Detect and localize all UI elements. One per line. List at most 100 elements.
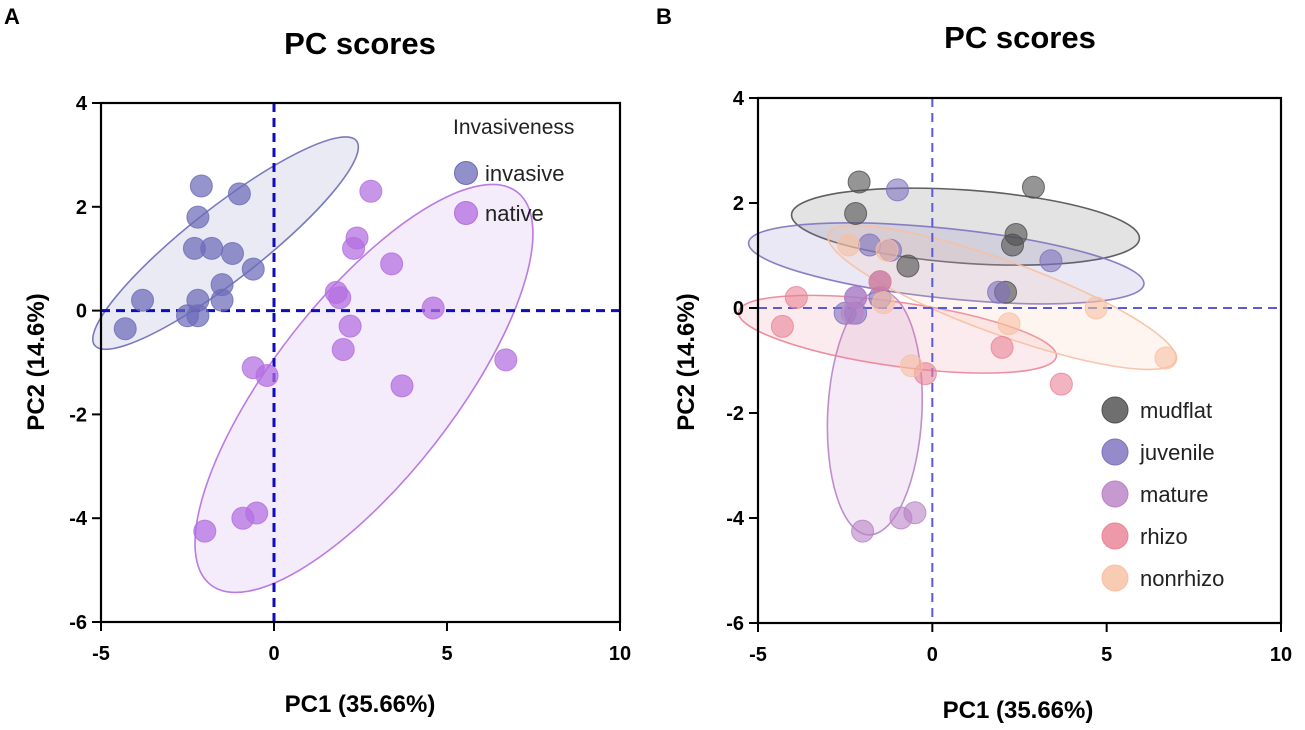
panel-a-xlabel: PC1 (35.66%) [285,691,436,718]
b-point-nonrhizo [837,233,861,257]
a-point-native [245,501,269,525]
a-y-tick-label: -6 [69,612,87,634]
b-point-nonrhizo [997,312,1021,336]
a-point-invasive [241,257,265,281]
b-ellipse-rhizo [737,294,1058,374]
a-point-native [331,338,355,362]
a-y-tick-label: -2 [69,404,87,426]
b-point-rhizo [1049,372,1073,396]
panel-a-ylabel: PC2 (14.6%) [23,293,50,430]
b-point-mudflat [1004,223,1028,246]
a-y-tick-label: 4 [76,93,88,115]
b-point-mudflat [847,170,871,194]
legend-marker-mudflat [1101,396,1129,424]
a-point-native [421,296,445,320]
b-x-tick-label: -5 [749,644,767,666]
panel-b-axes: -5 0 5 10 4 2 0 -2 -4 -6 [726,88,1292,666]
panel-a-axes: -5 0 5 10 4 2 0 -2 -4 -6 [69,93,631,665]
legend-label-mature: mature [1140,482,1208,507]
a-point-native [380,252,404,276]
a-y-tick-label: 2 [76,197,87,219]
legend-marker-juvenile [1101,438,1129,466]
panel-a-legend: Invasiveness invasive native [453,116,574,226]
a-point-invasive [210,288,234,312]
panel-b-title: PC scores [944,20,1096,55]
a-point-native [328,286,352,310]
b-y-tick-label: 0 [733,298,744,320]
panel-a-title: PC scores [284,26,436,61]
panel-a: A PC scores -5 0 5 10 4 2 0 -2 -4 -6 PC1 (35.66%)… [4,4,631,718]
a-point-native [342,236,366,260]
b-point-nonrhizo [899,354,923,378]
b-point-rhizo [770,314,794,338]
a-point-native [494,348,518,372]
b-point-mudflat [1021,175,1045,199]
panel-b-zero-lines [758,98,1281,623]
b-y-tick-label: -6 [726,613,744,635]
b-x-tick-label: 5 [1101,644,1112,666]
b-y-tick-label: -4 [726,508,745,530]
legend-label-nonrhizo: nonrhizo [1140,566,1224,591]
a-y-tick-label: 0 [76,301,87,323]
panel-b-points [770,170,1178,543]
a-x-tick-label: 0 [268,643,279,665]
a-point-native [338,314,362,338]
legend-marker-invasive [454,161,478,185]
b-point-rhizo [990,335,1014,359]
panel-b: B PC scores -5 0 5 10 4 2 0 -2 -4 -6 PC1 (35.66%)… [656,4,1292,724]
b-point-juvenile [1039,249,1063,273]
a-point-invasive [227,182,251,206]
b-point-mudflat [896,254,920,278]
b-y-tick-label: -2 [726,403,744,425]
legend-label-juvenile: juvenile [1139,440,1215,465]
legend-label-invasive: invasive [485,161,564,186]
a-point-invasive [200,236,224,260]
a-point-invasive [113,317,137,341]
panel-b-xlabel: PC1 (35.66%) [943,697,1094,724]
b-point-rhizo [868,270,892,294]
b-point-nonrhizo [875,238,899,262]
b-point-nonrhizo [1084,296,1108,320]
a-point-invasive [189,174,213,198]
a-point-native [193,519,217,543]
b-point-mature [903,501,927,525]
b-y-tick-label: 4 [733,88,745,110]
legend-marker-native [454,201,478,225]
legend-label-native: native [485,201,544,226]
b-x-tick-label: 0 [927,644,938,666]
panel-a-zero-lines [101,103,620,622]
a-point-invasive [220,242,244,266]
b-point-mature [851,519,875,543]
legend-marker-mature [1101,480,1129,508]
a-x-tick-label: -5 [92,643,110,665]
panel-a-points [113,174,518,543]
a-point-native [390,374,414,398]
b-point-rhizo [784,286,808,309]
legend-marker-nonrhizo [1101,564,1129,592]
b-plot-frame [756,96,1283,625]
b-point-mudflat [844,202,868,225]
legend-label-mudflat: mudflat [1140,398,1212,423]
a-plot-frame [99,101,622,624]
a-x-tick-label: 10 [609,643,631,665]
b-x-tick-label: 10 [1270,644,1292,666]
b-point-nonrhizo [872,291,896,315]
a-x-tick-label: 5 [441,643,452,665]
panel-a-legend-title: Invasiveness [453,116,574,139]
legend-label-rhizo: rhizo [1140,524,1188,549]
a-point-invasive [131,288,155,312]
a-point-invasive [186,304,210,328]
a-ellipse-native [194,183,534,594]
b-y-tick-label: 2 [733,193,744,215]
legend-marker-rhizo [1101,522,1129,550]
panel-b-legend: mudflat juvenile mature rhizo nonrhizo [1101,396,1224,592]
b-point-juvenile [885,178,909,202]
panel-b-ylabel: PC2 (14.6%) [673,293,700,430]
a-point-native [255,363,279,387]
a-y-tick-label: -4 [69,508,88,530]
a-point-native [359,179,383,203]
panel-a-ellipses [91,136,534,594]
panel-b-letter: B [656,4,672,29]
panel-a-letter: A [4,4,20,29]
